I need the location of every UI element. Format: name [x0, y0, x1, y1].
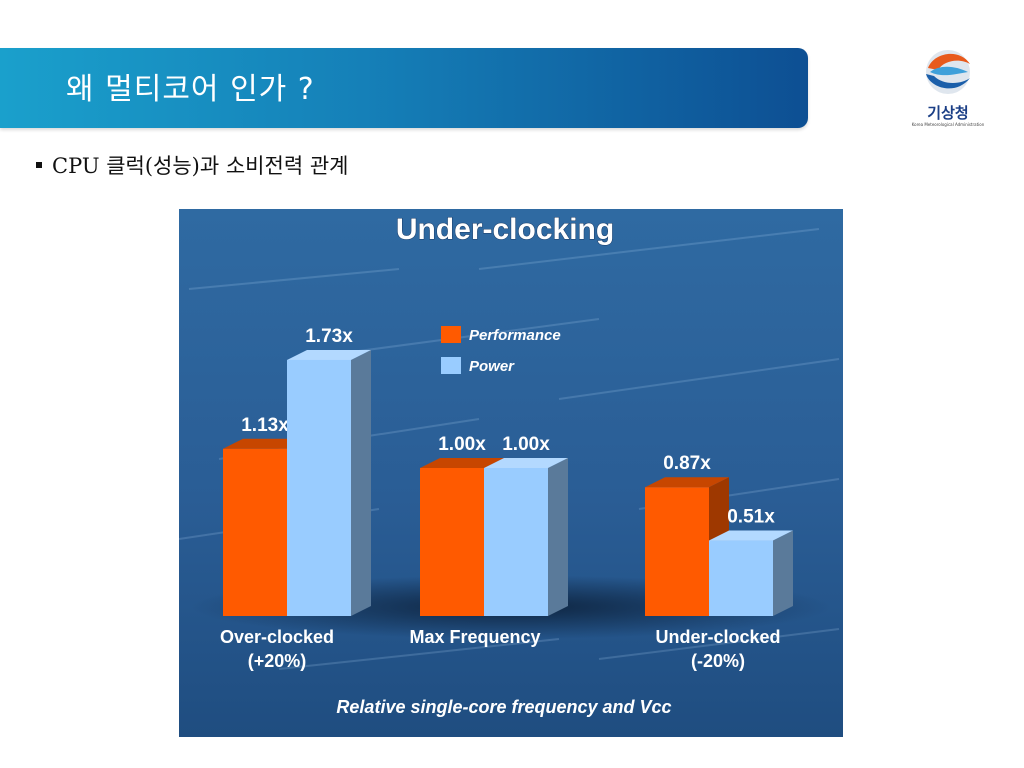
bar-top: [420, 458, 504, 468]
legend-label: Power: [469, 358, 515, 375]
category-labels: Over-clocked (+20%) Max Frequency Under-clo…: [220, 627, 781, 671]
data-label: 1.00x: [502, 434, 550, 455]
bar-power: [484, 458, 568, 616]
legend-swatch: [441, 357, 461, 374]
bullet-marker: [36, 161, 42, 168]
bar-front: [484, 468, 548, 616]
logo-subtitle: Korea Meteorological Administration: [911, 122, 985, 127]
background-streak: [188, 268, 400, 290]
kma-emblem-icon: [926, 50, 970, 94]
bar-top: [223, 438, 307, 449]
logo: 기상청 Korea Meteorological Administration: [900, 44, 996, 130]
bar-power: [287, 349, 371, 616]
background-streak: [278, 638, 560, 670]
bar-top: [645, 477, 729, 488]
x-axis-label: Relative single-core frequency and Vcc: [336, 697, 671, 717]
logo-name: 기상청: [927, 104, 969, 122]
bar-side: [351, 349, 371, 616]
chart-title: Under-clocking: [396, 213, 614, 246]
data-label: 0.51x: [727, 507, 775, 528]
bar-top: [709, 530, 793, 541]
bar-top: [484, 458, 568, 468]
data-label: 1.73x: [305, 326, 353, 347]
bullet-item: CPU 클럭(성능)과 소비전력 관계: [36, 150, 348, 180]
bars: 1.13x 1.73x 1.00x 1.00x 0.87x 0.51x: [223, 326, 793, 616]
bar-front: [645, 487, 709, 616]
page-title: 왜 멀티코어 인가 ?: [66, 72, 315, 107]
legend-label: Performance: [469, 327, 561, 344]
data-label: 1.13x: [241, 415, 289, 436]
bar-front: [287, 359, 351, 616]
background-streak: [478, 228, 820, 270]
bullet-text: CPU 클럭(성능)과 소비전력 관계: [52, 154, 349, 178]
title-bar: 왜 멀티코어 인가 ?: [0, 48, 808, 128]
chart-svg: Under-clocking Performance Power 1.13x 1.7…: [179, 209, 843, 737]
bar-top: [287, 349, 371, 360]
bar-front: [223, 448, 287, 616]
background-streak: [598, 628, 840, 660]
bar-power: [709, 530, 793, 616]
chart: Under-clocking Performance Power 1.13x 1.7…: [179, 209, 843, 737]
bar-side: [548, 458, 568, 616]
bar-front: [709, 540, 773, 616]
background-streak: [558, 358, 840, 400]
category-label: Over-clocked (+20%): [220, 627, 334, 671]
bar-front: [420, 468, 484, 616]
legend-swatch: [441, 326, 461, 343]
data-label: 1.00x: [438, 434, 486, 455]
data-label: 0.87x: [663, 453, 711, 474]
legend: Performance Power: [441, 326, 561, 375]
category-label: Max Frequency: [409, 627, 540, 647]
category-label: Under-clocked (-20%): [655, 627, 780, 671]
bar-side: [773, 530, 793, 616]
